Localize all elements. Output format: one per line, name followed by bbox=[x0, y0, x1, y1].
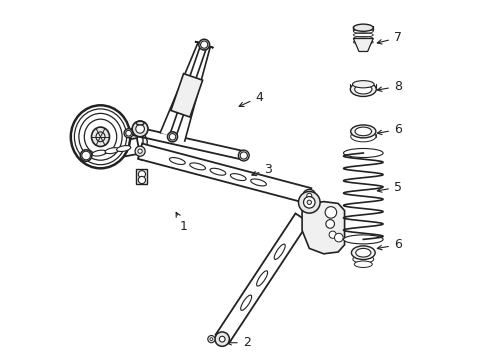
Circle shape bbox=[132, 121, 148, 137]
Ellipse shape bbox=[250, 179, 266, 186]
Ellipse shape bbox=[352, 81, 373, 88]
Text: 4: 4 bbox=[239, 91, 263, 107]
Circle shape bbox=[215, 332, 229, 346]
Ellipse shape bbox=[230, 174, 245, 181]
Circle shape bbox=[169, 134, 175, 140]
Ellipse shape bbox=[116, 145, 130, 152]
Circle shape bbox=[138, 176, 145, 184]
Circle shape bbox=[138, 171, 145, 178]
Circle shape bbox=[81, 151, 90, 160]
Ellipse shape bbox=[349, 82, 375, 96]
Circle shape bbox=[219, 336, 224, 342]
Circle shape bbox=[325, 220, 334, 228]
Polygon shape bbox=[138, 144, 311, 203]
Circle shape bbox=[207, 336, 215, 343]
Polygon shape bbox=[123, 127, 147, 160]
Polygon shape bbox=[169, 41, 213, 138]
Text: 6: 6 bbox=[377, 238, 401, 251]
Ellipse shape bbox=[124, 129, 133, 138]
Ellipse shape bbox=[354, 85, 371, 94]
Text: 8: 8 bbox=[377, 80, 401, 93]
Circle shape bbox=[135, 146, 145, 156]
Circle shape bbox=[298, 192, 320, 213]
Text: 6: 6 bbox=[377, 123, 401, 136]
Ellipse shape bbox=[274, 244, 285, 260]
Polygon shape bbox=[215, 213, 308, 343]
Polygon shape bbox=[84, 138, 140, 163]
Circle shape bbox=[334, 233, 343, 242]
Circle shape bbox=[200, 41, 207, 48]
Ellipse shape bbox=[256, 271, 267, 286]
Circle shape bbox=[138, 149, 142, 153]
Ellipse shape bbox=[354, 261, 371, 267]
Ellipse shape bbox=[353, 24, 372, 31]
Polygon shape bbox=[170, 73, 202, 117]
Text: 7: 7 bbox=[377, 31, 401, 44]
Ellipse shape bbox=[167, 132, 177, 142]
Text: 1: 1 bbox=[176, 212, 187, 233]
Polygon shape bbox=[132, 126, 244, 160]
Ellipse shape bbox=[199, 39, 209, 50]
Ellipse shape bbox=[91, 127, 109, 147]
Circle shape bbox=[302, 189, 315, 202]
Ellipse shape bbox=[80, 150, 92, 161]
Ellipse shape bbox=[343, 149, 382, 158]
Text: 2: 2 bbox=[226, 336, 250, 349]
Ellipse shape bbox=[169, 158, 185, 165]
Ellipse shape bbox=[92, 150, 106, 156]
Ellipse shape bbox=[350, 131, 375, 142]
Circle shape bbox=[303, 197, 314, 208]
Circle shape bbox=[136, 125, 144, 133]
Ellipse shape bbox=[355, 248, 370, 257]
Ellipse shape bbox=[352, 255, 373, 263]
Ellipse shape bbox=[210, 168, 225, 175]
Polygon shape bbox=[302, 202, 344, 254]
Circle shape bbox=[306, 200, 311, 204]
Circle shape bbox=[306, 193, 311, 198]
Polygon shape bbox=[160, 42, 210, 141]
Ellipse shape bbox=[105, 148, 119, 154]
Polygon shape bbox=[136, 169, 147, 184]
Circle shape bbox=[328, 231, 336, 238]
Ellipse shape bbox=[240, 295, 251, 310]
Ellipse shape bbox=[350, 125, 375, 138]
Text: 3: 3 bbox=[251, 163, 272, 176]
Circle shape bbox=[209, 338, 212, 341]
Ellipse shape bbox=[238, 150, 249, 161]
Ellipse shape bbox=[189, 163, 205, 170]
Ellipse shape bbox=[71, 105, 130, 168]
Circle shape bbox=[325, 207, 336, 218]
Ellipse shape bbox=[351, 246, 374, 260]
Circle shape bbox=[125, 130, 131, 136]
Ellipse shape bbox=[354, 127, 371, 136]
Circle shape bbox=[240, 152, 247, 159]
Ellipse shape bbox=[343, 235, 382, 244]
Polygon shape bbox=[353, 39, 372, 51]
Ellipse shape bbox=[136, 121, 144, 125]
Text: 5: 5 bbox=[377, 181, 401, 194]
